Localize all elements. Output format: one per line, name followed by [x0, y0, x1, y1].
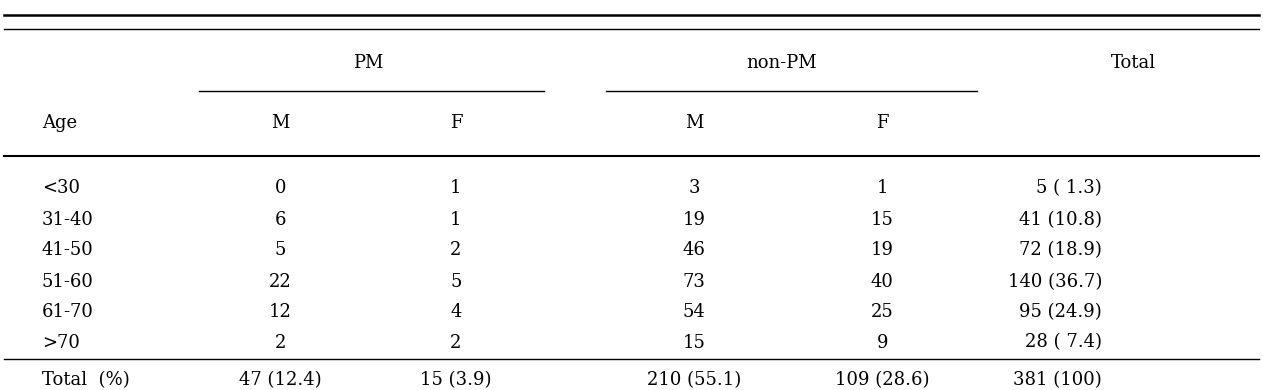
Text: 0: 0	[274, 179, 285, 197]
Text: 1: 1	[877, 179, 888, 197]
Text: 15: 15	[683, 333, 706, 351]
Text: 15 (3.9): 15 (3.9)	[421, 371, 491, 389]
Text: 28 ( 7.4): 28 ( 7.4)	[1026, 333, 1103, 351]
Text: 31-40: 31-40	[42, 211, 93, 229]
Text: 109 (28.6): 109 (28.6)	[835, 371, 930, 389]
Text: 46: 46	[683, 241, 706, 259]
Text: Total: Total	[1110, 54, 1156, 72]
Text: 19: 19	[871, 241, 894, 259]
Text: Total  (%): Total (%)	[42, 371, 130, 389]
Text: 73: 73	[683, 273, 706, 291]
Text: 1: 1	[450, 179, 461, 197]
Text: 54: 54	[683, 303, 706, 321]
Text: 5 ( 1.3): 5 ( 1.3)	[1036, 179, 1103, 197]
Text: 47 (12.4): 47 (12.4)	[239, 371, 322, 389]
Text: Age: Age	[42, 115, 77, 133]
Text: <30: <30	[42, 179, 80, 197]
Text: M: M	[685, 115, 703, 133]
Text: 5: 5	[274, 241, 285, 259]
Text: 22: 22	[269, 273, 292, 291]
Text: >70: >70	[42, 333, 80, 351]
Text: 5: 5	[450, 273, 461, 291]
Text: 4: 4	[450, 303, 461, 321]
Text: 40: 40	[871, 273, 894, 291]
Text: 2: 2	[450, 241, 461, 259]
Text: 2: 2	[274, 333, 285, 351]
Text: M: M	[272, 115, 289, 133]
Text: 25: 25	[871, 303, 894, 321]
Text: 140 (36.7): 140 (36.7)	[1008, 273, 1103, 291]
Text: non-PM: non-PM	[746, 54, 817, 72]
Text: 72 (18.9): 72 (18.9)	[1019, 241, 1103, 259]
Text: F: F	[450, 115, 462, 133]
Text: 41-50: 41-50	[42, 241, 93, 259]
Text: 41 (10.8): 41 (10.8)	[1019, 211, 1103, 229]
Text: 3: 3	[688, 179, 700, 197]
Text: 2: 2	[450, 333, 461, 351]
Text: 15: 15	[871, 211, 894, 229]
Text: 1: 1	[450, 211, 461, 229]
Text: 6: 6	[274, 211, 285, 229]
Text: 12: 12	[269, 303, 292, 321]
Text: 51-60: 51-60	[42, 273, 93, 291]
Text: F: F	[877, 115, 889, 133]
Text: 381 (100): 381 (100)	[1013, 371, 1103, 389]
Text: 9: 9	[877, 333, 888, 351]
Text: 210 (55.1): 210 (55.1)	[647, 371, 741, 389]
Text: 95 (24.9): 95 (24.9)	[1019, 303, 1103, 321]
Text: PM: PM	[352, 54, 383, 72]
Text: 19: 19	[683, 211, 706, 229]
Text: 61-70: 61-70	[42, 303, 93, 321]
